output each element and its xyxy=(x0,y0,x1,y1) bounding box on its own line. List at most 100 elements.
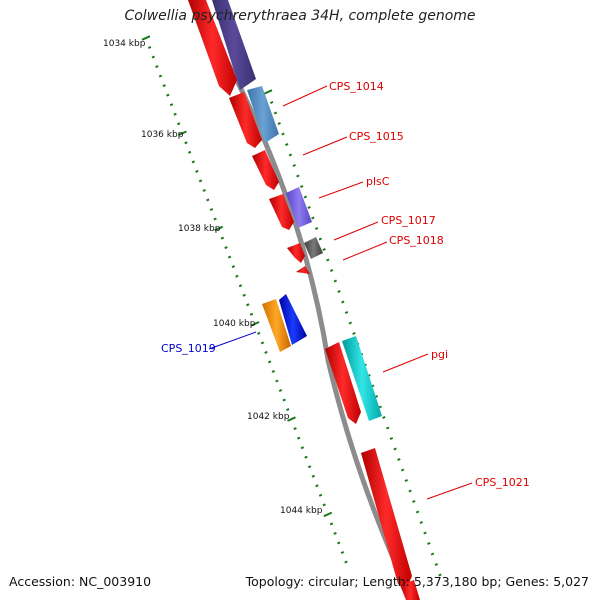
ruler-tick xyxy=(260,341,265,345)
outer-guide-tick xyxy=(397,457,401,462)
label-cps-1021[interactable]: CPS_1021 xyxy=(475,476,530,489)
gene-cps-1014[interactable] xyxy=(229,92,262,148)
ruler-label-1042: 1042 kbp xyxy=(247,412,290,422)
ruler-tick xyxy=(235,274,239,278)
ruler-tick xyxy=(275,379,279,383)
ruler-tick xyxy=(191,160,195,164)
ruler-tick xyxy=(231,265,235,269)
pgi-arrow[interactable] xyxy=(342,336,382,421)
ruler-tick xyxy=(147,45,152,50)
outer-guide-tick xyxy=(434,562,439,567)
gene-small-red[interactable] xyxy=(296,266,310,274)
outer-guide-tick xyxy=(314,226,319,231)
label-plsc[interactable]: plsC xyxy=(366,175,390,188)
ruler-ticks xyxy=(141,35,348,564)
ruler-tick xyxy=(250,321,260,327)
outer-guide-tick xyxy=(337,289,341,294)
cps-1015-arrow[interactable] xyxy=(252,150,279,190)
gene-cps-1015[interactable] xyxy=(252,150,279,190)
gene-cps-1019-left[interactable] xyxy=(262,299,291,352)
outer-guide-tick xyxy=(352,331,356,336)
blue-gene-arrow[interactable] xyxy=(279,294,307,345)
outer-guide-tick xyxy=(400,468,405,472)
outer-guide-tick xyxy=(393,447,397,451)
cps-1017-arrow[interactable] xyxy=(287,243,305,263)
outer-guide-tick xyxy=(281,132,285,136)
cps-1021-arrow[interactable] xyxy=(361,448,412,590)
ruler-tick xyxy=(307,465,312,469)
cps-1019-arrow[interactable] xyxy=(262,299,291,352)
ruler-tick xyxy=(278,388,283,393)
ruler-tick xyxy=(264,350,268,354)
outer-guide-tick xyxy=(378,405,382,409)
outer-guide-tick xyxy=(303,195,308,199)
outer-guide-tick xyxy=(307,205,311,210)
outer-guide-tick xyxy=(284,142,289,147)
ruler-tick xyxy=(220,236,225,240)
gene-cps-1021[interactable] xyxy=(361,448,412,590)
ruler-tick xyxy=(293,427,297,431)
outer-guide-tick xyxy=(269,100,274,105)
label-cps-1018[interactable]: CPS_1018 xyxy=(389,234,444,247)
ruler-tick xyxy=(333,531,337,535)
outer-guide-tick xyxy=(292,163,296,168)
outer-guide-tick xyxy=(412,499,416,504)
label-cps-1019[interactable]: CPS_1019 xyxy=(161,342,216,355)
gene-cps-1014-steel[interactable] xyxy=(247,86,279,143)
small-red-arrow[interactable] xyxy=(296,266,310,274)
ruler-tick xyxy=(286,408,290,412)
ruler-tick xyxy=(213,217,217,221)
label-cps-1017[interactable]: CPS_1017 xyxy=(381,214,436,227)
ruler-tick xyxy=(141,35,151,41)
ruler-tick xyxy=(287,416,296,422)
plsc-arrow[interactable] xyxy=(286,187,312,228)
ruler-tick xyxy=(166,93,170,97)
gene-labels: CPS_1014 CPS_1015 plsC CPS_1017 CPS_1018… xyxy=(161,80,530,489)
label-cps-1014[interactable]: CPS_1014 xyxy=(329,80,384,93)
label-pgi[interactable]: pgi xyxy=(431,348,448,361)
gene-top-red[interactable] xyxy=(188,0,237,96)
ruler-tick xyxy=(195,169,199,173)
ruler-tick xyxy=(224,246,228,250)
ruler-tick xyxy=(315,484,319,488)
outer-guide-tick xyxy=(419,520,424,525)
gene-top-navy[interactable] xyxy=(212,0,256,90)
outer-guide-tick xyxy=(322,247,326,252)
ruler-tick xyxy=(155,65,159,69)
ruler-label-1036: 1036 kbp xyxy=(141,130,184,140)
label-leaders xyxy=(208,85,473,500)
gene-blue-left[interactable] xyxy=(279,294,307,345)
ruler-tick xyxy=(173,112,177,116)
ruler-label-1038: 1038 kbp xyxy=(178,224,221,234)
gene-pgi-red[interactable] xyxy=(325,342,361,424)
red-gene-bottom[interactable] xyxy=(400,580,420,600)
outer-guide-tick xyxy=(299,184,304,189)
red-gene-top[interactable] xyxy=(188,0,237,96)
ruler-tick xyxy=(198,179,203,183)
gene-pgi[interactable] xyxy=(342,336,382,421)
ruler-tick xyxy=(329,522,334,526)
outer-guide-tick xyxy=(438,573,442,577)
ruler-tick xyxy=(206,198,210,202)
outer-guide-tick xyxy=(341,300,345,304)
navy-gene-top[interactable] xyxy=(212,0,256,90)
outer-guide-tick xyxy=(348,321,353,325)
plsc-red-arrow[interactable] xyxy=(269,194,294,230)
ruler-tick xyxy=(300,446,305,450)
label-cps-1015[interactable]: CPS_1015 xyxy=(349,130,404,143)
ruler-tick xyxy=(162,84,166,88)
gene-bottom-red[interactable] xyxy=(400,580,420,600)
cps-1014-red-arrow[interactable] xyxy=(229,92,262,148)
cps-1014-steel-arrow[interactable] xyxy=(247,86,279,143)
gene-plsc[interactable] xyxy=(286,187,312,228)
gene-plsc-red[interactable] xyxy=(269,194,294,230)
pgi-red-arrow[interactable] xyxy=(325,342,361,424)
gene-cps-1018[interactable] xyxy=(304,237,323,259)
ruler-tick xyxy=(169,103,174,107)
outer-guide-tick xyxy=(404,478,409,483)
cps-1018-arrow[interactable] xyxy=(304,237,323,259)
outer-guide-tick xyxy=(296,174,300,178)
gene-cps-1017[interactable] xyxy=(287,243,305,263)
ruler-tick xyxy=(304,455,308,459)
